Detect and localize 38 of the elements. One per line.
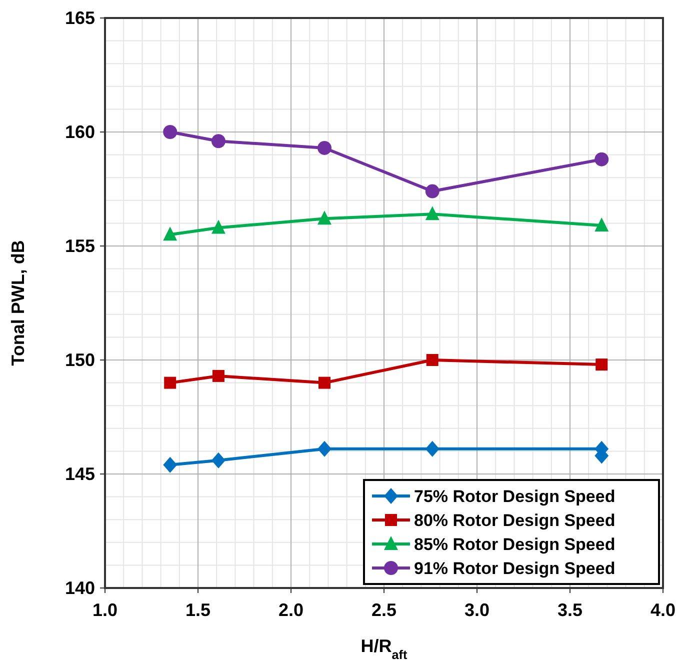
y-tick-label: 145 bbox=[64, 464, 95, 484]
x-tick-label: 3.5 bbox=[557, 600, 583, 620]
x-tick-label: 1.0 bbox=[92, 600, 118, 620]
legend-label: 75% Rotor Design Speed bbox=[414, 487, 616, 506]
x-tick-label: 3.0 bbox=[464, 600, 490, 620]
point bbox=[211, 452, 226, 468]
y-tick-label: 165 bbox=[64, 8, 95, 28]
x-tick-label: 1.5 bbox=[185, 600, 211, 620]
y-tick-label: 155 bbox=[64, 236, 95, 256]
point bbox=[163, 456, 178, 473]
point bbox=[596, 358, 608, 371]
point bbox=[317, 440, 332, 457]
point bbox=[318, 376, 330, 389]
y-tick-label: 140 bbox=[64, 578, 95, 598]
x-axis-title: H/R$_{aft}$ bbox=[360, 636, 408, 662]
point bbox=[211, 220, 226, 234]
point bbox=[163, 125, 178, 139]
y-axis-title: Tonal PWL, dB bbox=[8, 240, 28, 366]
legend-label: 91% Rotor Design Speed bbox=[414, 559, 616, 578]
point bbox=[317, 210, 332, 225]
legend-label: 80% Rotor Design Speed bbox=[414, 511, 616, 530]
y-tick-label: 160 bbox=[64, 122, 95, 142]
point bbox=[594, 152, 609, 166]
point bbox=[317, 140, 332, 155]
x-tick-label: 2.5 bbox=[371, 600, 397, 620]
point bbox=[211, 134, 226, 148]
x-tick-label: 4.0 bbox=[650, 600, 676, 620]
x-tick-label: 2.0 bbox=[278, 600, 304, 620]
y-tick-label: 150 bbox=[64, 350, 95, 370]
legend-label: 85% Rotor Design Speed bbox=[414, 535, 616, 554]
point bbox=[164, 376, 176, 389]
point bbox=[212, 370, 224, 382]
point bbox=[426, 354, 438, 366]
point bbox=[425, 206, 440, 220]
point bbox=[425, 440, 440, 457]
point bbox=[163, 226, 178, 241]
point bbox=[594, 217, 609, 232]
point bbox=[425, 184, 440, 198]
